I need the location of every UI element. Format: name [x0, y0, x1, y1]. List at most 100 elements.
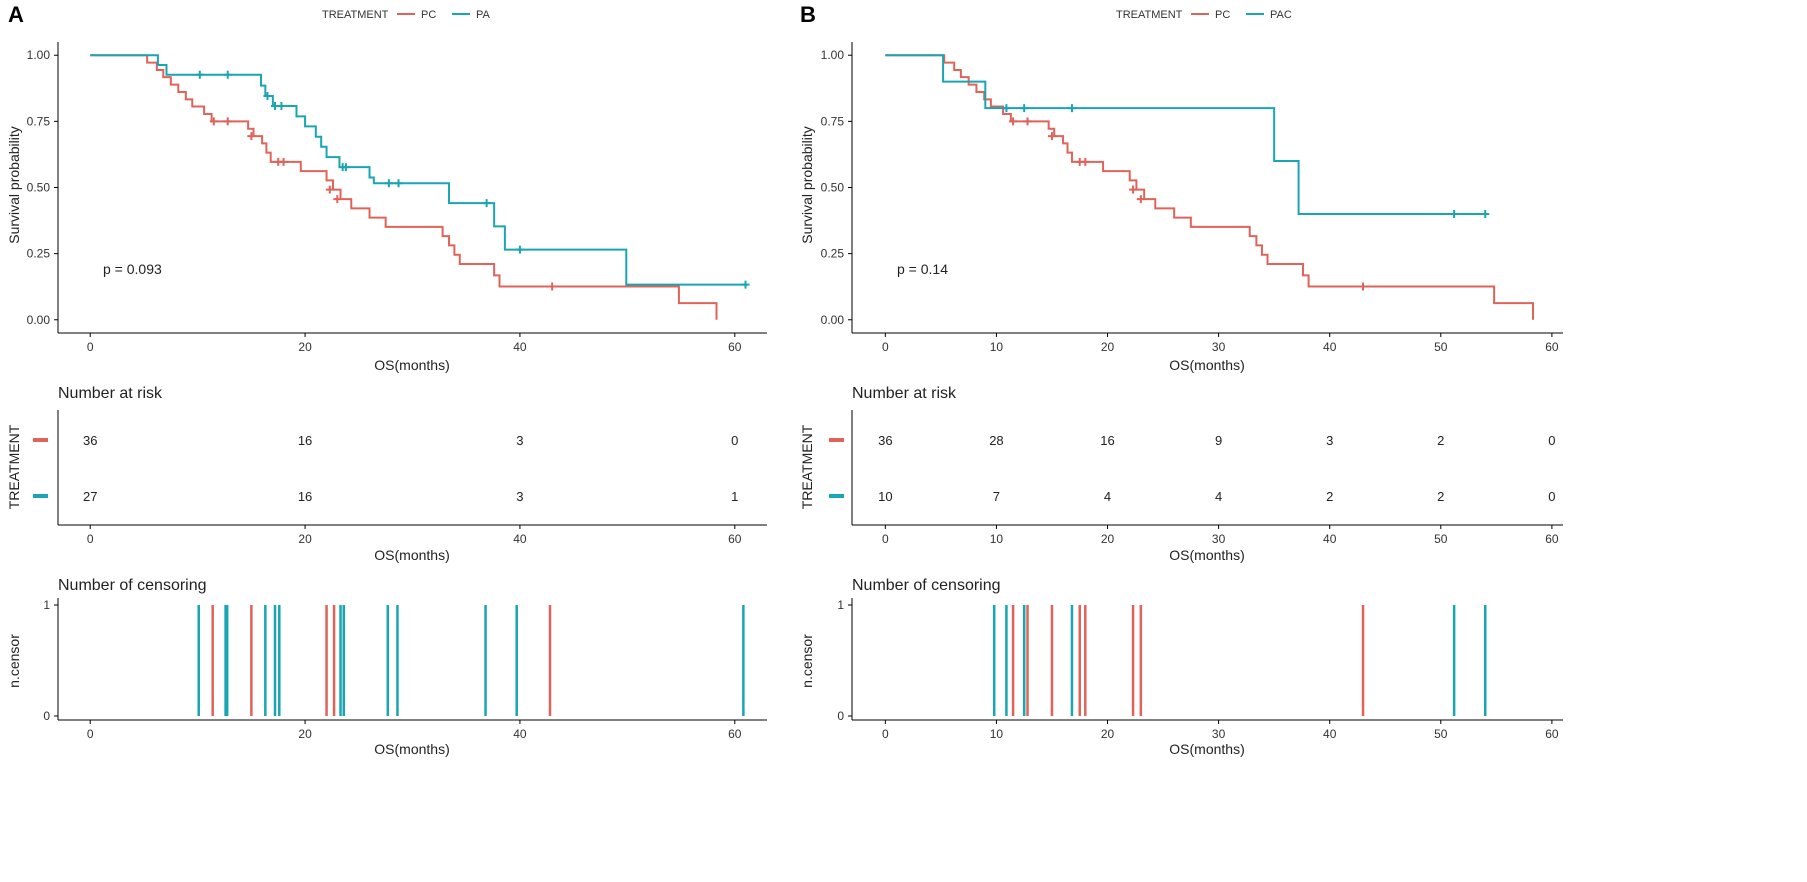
km-y-tick-label: 0.50 — [821, 181, 845, 195]
panel-b-censor-plot: Number of censoring n.censor 01 0 10 20 30 4… — [799, 577, 1563, 757]
censor-title: Number of censoring — [852, 577, 1001, 594]
risk-value: 36 — [878, 433, 892, 448]
risk-values: 36 16 3 0 27 16 3 1 — [83, 433, 738, 504]
x-tick-label: 0 — [87, 727, 94, 741]
censor-mark — [1136, 195, 1145, 204]
x-tick-label: 20 — [298, 340, 312, 354]
risk-value: 16 — [298, 489, 312, 504]
censor-mark — [1129, 185, 1138, 194]
x-tick-label: 0 — [87, 340, 94, 354]
km-y-tick-label: 0.00 — [821, 313, 845, 327]
risk-value: 4 — [1215, 489, 1222, 504]
risk-table-title: Number at risk — [852, 385, 957, 402]
censor-mark — [1067, 104, 1076, 113]
censor-mark — [223, 70, 232, 79]
risk-value: 16 — [298, 433, 312, 448]
km-y-tick-label: 0.75 — [821, 114, 845, 128]
x-tick-label: 40 — [1323, 727, 1337, 741]
censor-title: Number of censoring — [58, 577, 207, 594]
censor-mark — [1359, 282, 1368, 291]
x-tick-label: 50 — [1434, 727, 1448, 741]
risk-value: 3 — [1326, 433, 1333, 448]
legend-pc-label: PC — [1215, 9, 1230, 21]
panel-b-label: B — [800, 2, 816, 27]
km-curve-pc — [90, 54, 718, 320]
p-value: p = 0.093 — [103, 261, 162, 277]
risk-x-axis-title: OS(months) — [374, 547, 449, 563]
panel-a-label: A — [8, 2, 24, 27]
km-y-tick-label: 0.50 — [27, 181, 51, 195]
censor-y-axis-title: n.censor — [799, 634, 815, 688]
censor-y-axis-title: n.censor — [6, 634, 22, 688]
censor-mark — [325, 185, 334, 194]
censor-mark — [1450, 209, 1459, 218]
censor-mark — [263, 91, 272, 100]
risk-x-ticks: 0 10 20 30 40 50 60 — [882, 525, 1559, 546]
legend-title: TREATMENT — [1116, 9, 1183, 21]
censor-y-tick-label: 0 — [837, 709, 844, 723]
km-curve-pc — [885, 54, 1534, 320]
x-tick-label: 0 — [882, 532, 889, 546]
censor-y-tick-label: 0 — [43, 709, 50, 723]
x-tick-label: 10 — [990, 727, 1004, 741]
panel-b-legend: TREATMENT PC PAC — [1116, 9, 1292, 21]
km-y-axis-title: Survival probability — [6, 126, 22, 244]
panel-a-censor-plot: Number of censoring n.censor 01 0 20 40 60 … — [6, 577, 767, 757]
x-tick-label: 30 — [1212, 340, 1226, 354]
x-tick-label: 60 — [728, 532, 742, 546]
risk-value: 0 — [1548, 489, 1555, 504]
x-tick-label: 40 — [513, 532, 527, 546]
p-value: p = 0.14 — [897, 261, 948, 277]
censor-mark — [1047, 132, 1056, 141]
legend-title: TREATMENT — [322, 9, 389, 21]
panel-a-km-plot: Survival probability 0.00 0.25 0.50 0.75 1.0… — [6, 42, 767, 373]
km-curve-pa — [90, 54, 746, 286]
x-tick-label: 40 — [513, 340, 527, 354]
legend-pac-label: PAC — [1270, 9, 1292, 21]
x-tick-label: 60 — [728, 727, 742, 741]
censor-bars — [197, 605, 745, 716]
risk-value: 2 — [1326, 489, 1333, 504]
risk-value: 36 — [83, 433, 97, 448]
km-x-axis-title: OS(months) — [1169, 357, 1244, 373]
x-tick-label: 40 — [513, 727, 527, 741]
censor-mark — [277, 102, 286, 111]
km-y-tick-label: 0.25 — [821, 247, 845, 261]
km-curves — [885, 54, 1534, 320]
x-tick-label: 10 — [990, 340, 1004, 354]
x-tick-label: 20 — [1101, 532, 1115, 546]
censor-mark — [1481, 209, 1490, 218]
censor-y-ticks: 01 — [43, 598, 58, 723]
x-tick-label: 30 — [1212, 727, 1226, 741]
censor-mark — [223, 117, 232, 126]
risk-value: 28 — [989, 433, 1003, 448]
km-y-axis-title: Survival probability — [799, 126, 815, 244]
risk-value: 2 — [1437, 489, 1444, 504]
x-tick-label: 40 — [1323, 340, 1337, 354]
x-tick-label: 40 — [1323, 532, 1337, 546]
censor-mark — [209, 117, 218, 126]
panel-a-risk-table: Number at risk TREATMENT 36 16 3 0 27 16 3 1 0 2… — [6, 385, 767, 563]
km-x-axis-title: OS(months) — [374, 357, 449, 373]
km-y-tick-label: 1.00 — [27, 48, 51, 62]
km-y-ticks: 0.00 0.25 0.50 0.75 1.00 — [27, 48, 58, 327]
x-tick-label: 60 — [1545, 532, 1559, 546]
km-curves — [90, 54, 750, 320]
risk-values: 36 28 16 9 3 2 0 10 7 4 4 2 2 0 — [878, 433, 1555, 504]
km-y-tick-label: 1.00 — [821, 48, 845, 62]
risk-value: 0 — [731, 433, 738, 448]
km-y-ticks: 0.00 0.25 0.50 0.75 1.00 — [821, 48, 852, 327]
risk-value: 1 — [731, 489, 738, 504]
censor-mark — [1020, 104, 1029, 113]
x-tick-label: 10 — [990, 532, 1004, 546]
risk-y-axis-title: TREATMENT — [799, 424, 815, 509]
legend-pc-label: PC — [421, 9, 436, 21]
censor-x-axis-title: OS(months) — [1169, 741, 1244, 757]
x-tick-label: 0 — [882, 727, 889, 741]
risk-x-axis-title: OS(months) — [1169, 547, 1244, 563]
x-tick-label: 0 — [882, 340, 889, 354]
censor-x-ticks: 0 10 20 30 40 50 60 — [882, 720, 1559, 741]
risk-value: 0 — [1548, 433, 1555, 448]
risk-value: 4 — [1104, 489, 1111, 504]
x-tick-label: 20 — [1101, 340, 1115, 354]
